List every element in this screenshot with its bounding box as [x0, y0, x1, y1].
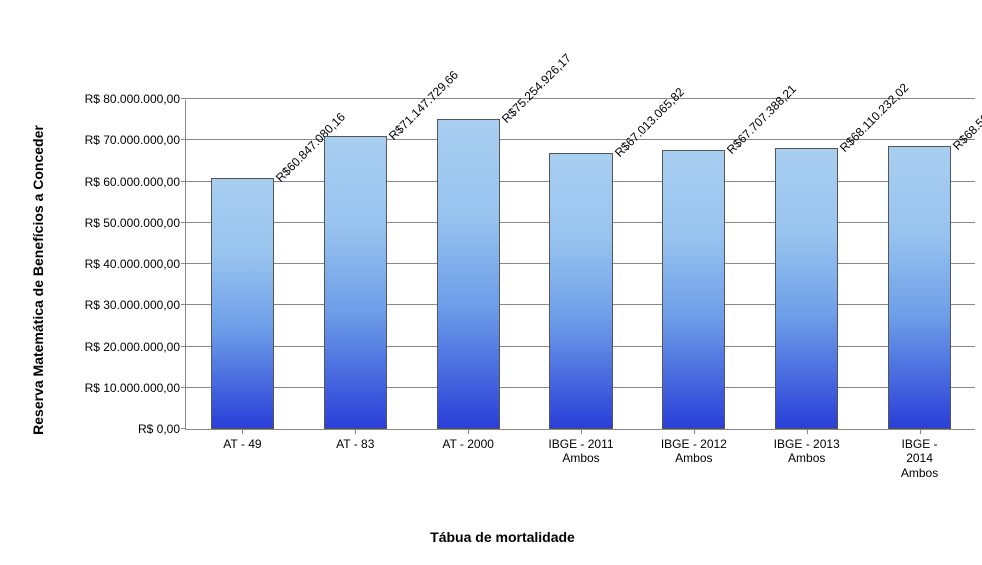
bar-value-label: R$68.500.278,07 — [950, 78, 982, 153]
gridline — [186, 98, 975, 99]
bar: R$75.254.926,17 — [437, 119, 500, 429]
bar-value-label: R$67.707.388,21 — [724, 82, 799, 157]
bar-value-label: R$75.254.926,17 — [499, 50, 574, 125]
y-tick-label: R$ 10.000.000,00 — [85, 381, 186, 395]
bar: R$68.110.232,02 — [775, 148, 838, 429]
x-tick-label: IBGE - 2014 Ambos — [892, 429, 947, 480]
bar-value-label: R$68.110.232,02 — [837, 81, 911, 155]
bar: R$67.013.065,82 — [549, 153, 612, 429]
bar-value-label: R$67.013.065,82 — [612, 84, 687, 159]
x-tick-label: AT - 2000 — [442, 429, 494, 451]
bar: R$71.147.729,66 — [324, 136, 387, 429]
x-tick-label: IBGE - 2012 Ambos — [661, 429, 727, 466]
y-tick-label: R$ 50.000.000,00 — [85, 216, 186, 230]
y-axis-title: Reserva Matemática de Benefícios a Conce… — [30, 125, 46, 435]
chart-container: Reserva Matemática de Benefícios a Conce… — [30, 0, 975, 565]
y-tick-label: R$ 80.000.000,00 — [85, 92, 186, 106]
y-tick-label: R$ 0,00 — [138, 422, 186, 436]
y-tick-label: R$ 40.000.000,00 — [85, 257, 186, 271]
x-tick-label: AT - 49 — [223, 429, 261, 451]
bar: R$60.847.080,16 — [211, 178, 274, 429]
x-tick-label: AT - 83 — [336, 429, 374, 451]
y-tick-label: R$ 60.000.000,00 — [85, 175, 186, 189]
y-tick-label: R$ 30.000.000,00 — [85, 298, 186, 312]
x-tick-label: IBGE - 2011 Ambos — [548, 429, 613, 466]
bar: R$68.500.278,07 — [888, 146, 951, 429]
y-tick-label: R$ 70.000.000,00 — [85, 133, 186, 147]
plot-area: R$ 0,00R$ 10.000.000,00R$ 20.000.000,00R… — [185, 100, 975, 430]
y-tick-label: R$ 20.000.000,00 — [85, 340, 186, 354]
bar: R$67.707.388,21 — [662, 150, 725, 429]
x-tick-label: IBGE - 2013 Ambos — [774, 429, 840, 466]
x-axis-title: Tábua de mortalidade — [430, 529, 575, 545]
